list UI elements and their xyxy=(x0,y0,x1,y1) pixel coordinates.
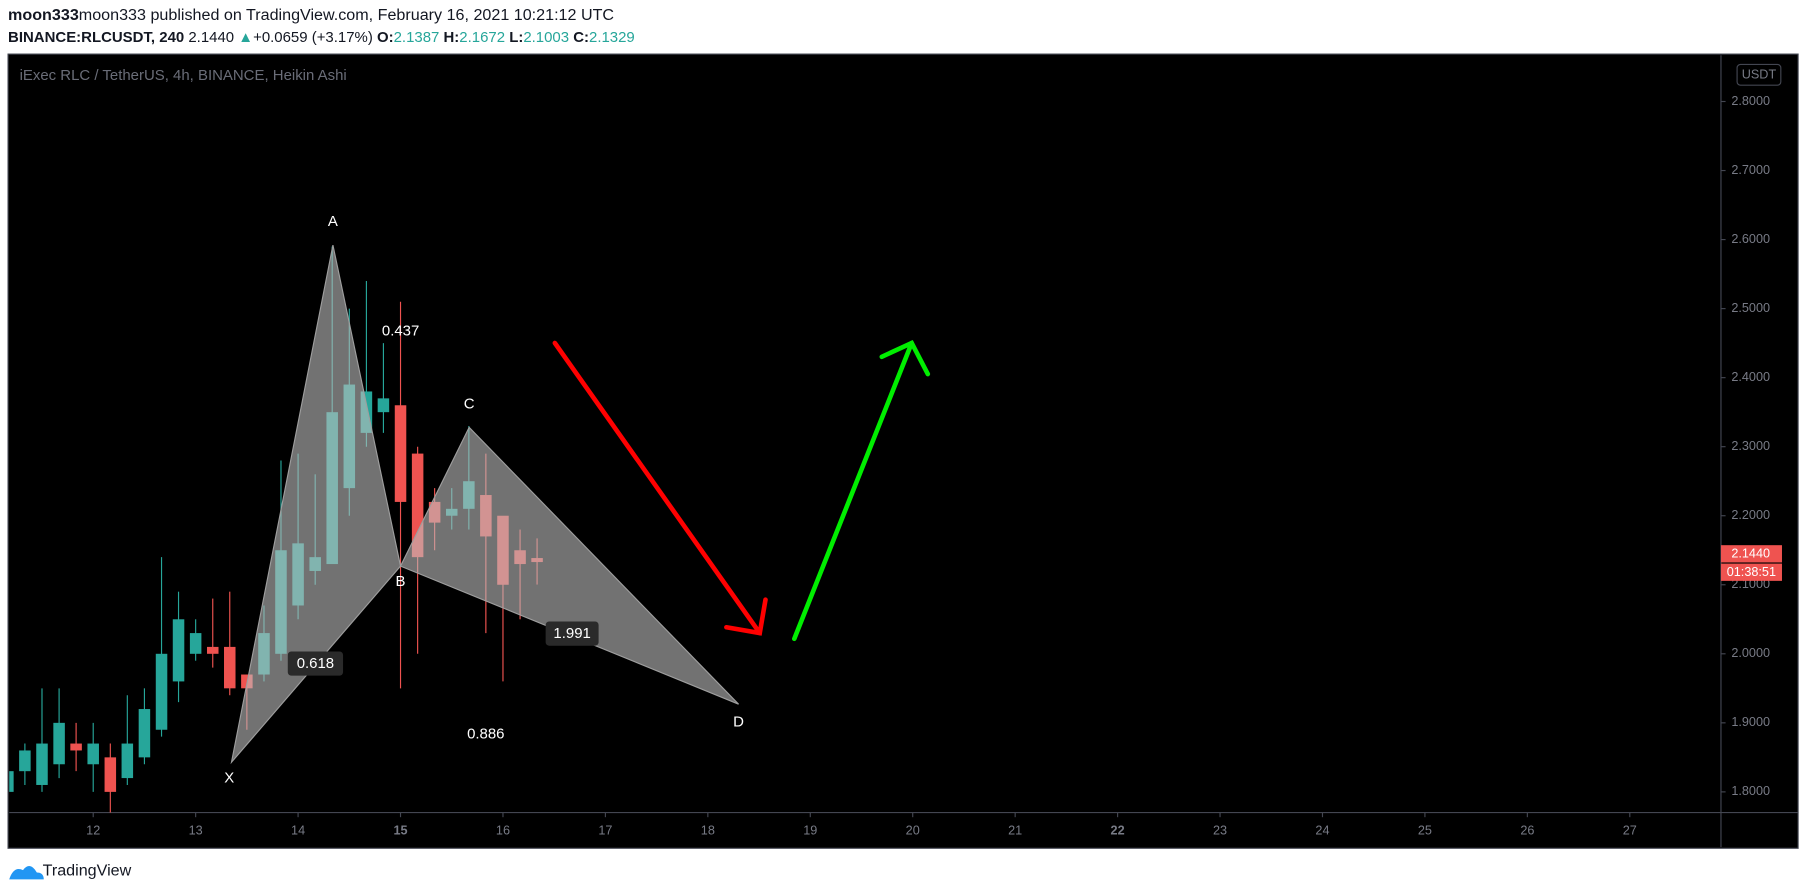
candle-body xyxy=(394,405,407,502)
ratio-labels: 0.618 0.437 1.991 0.886 xyxy=(287,322,599,742)
down-arrow xyxy=(552,340,763,636)
up-arrow xyxy=(791,340,915,642)
candle-body xyxy=(138,709,151,758)
candle-body xyxy=(87,743,99,765)
x-tick-label: 19 xyxy=(803,823,817,837)
x-tick-label: 16 xyxy=(496,823,510,837)
pattern-point-label: B xyxy=(396,573,406,590)
logo xyxy=(9,866,44,880)
o-label: O: xyxy=(377,29,394,46)
ratio-label: 0.437 xyxy=(382,322,419,339)
y-tick-label: 2.6000 xyxy=(1731,232,1770,246)
h: 2.1672 xyxy=(459,29,505,46)
candle-body xyxy=(104,757,117,792)
candle-body xyxy=(53,722,65,765)
last-price-label: 2.1440 xyxy=(1731,547,1770,561)
y-tick-label: 1.9000 xyxy=(1731,715,1770,729)
x-tick-label: 27 xyxy=(1623,823,1637,837)
x-tick-label: 25 xyxy=(1418,823,1432,837)
chart-title: iExec RLC / TetherUS, 4h, BINANCE, Heiki… xyxy=(20,67,347,84)
ratio-label: 1.991 xyxy=(553,625,590,642)
x-tick-label: 26 xyxy=(1520,823,1534,837)
brand: TradingView xyxy=(43,862,132,880)
symbol-line: BINANCE:RLCUSDT, 240 2.1440 ▲+0.0659 (+3… xyxy=(8,29,635,46)
l-label: L: xyxy=(509,29,523,46)
candle-body xyxy=(224,646,236,689)
candle-body xyxy=(70,743,82,751)
candle-body xyxy=(411,453,424,558)
candle-body xyxy=(9,771,14,792)
y-tick-label: 1.8000 xyxy=(1731,784,1770,798)
currency-box xyxy=(1736,63,1782,86)
down-arrow-head xyxy=(724,597,768,636)
x-tick-label: 13 xyxy=(189,823,203,837)
c-label: C: xyxy=(573,29,589,46)
byline: moon333moon333 published on TradingView.… xyxy=(8,6,614,24)
chart-panel xyxy=(7,53,1799,849)
countdown-tag xyxy=(1720,563,1782,581)
o: 2.1387 xyxy=(394,29,440,46)
y-tick-label: 2.5000 xyxy=(1731,301,1770,315)
y-tick-label: 2.8000 xyxy=(1731,94,1770,108)
x-tick-label: 21 xyxy=(1008,823,1022,837)
y-tick-label: 2.4000 xyxy=(1731,370,1770,384)
byline-text: moon333 published on TradingView.com, Fe… xyxy=(79,6,615,24)
x-tick-label: 22 xyxy=(1111,823,1125,837)
arrow: ▲ xyxy=(238,29,253,46)
candle-body xyxy=(172,619,185,682)
currency: USDT xyxy=(1742,68,1777,82)
y-tick-label: 2.0000 xyxy=(1731,646,1770,660)
x-tick-label: 23 xyxy=(1213,823,1227,837)
y-tick-label: 2.3000 xyxy=(1731,439,1770,453)
y-tick-label: 2.2000 xyxy=(1731,508,1770,522)
x-tick-label: 12 xyxy=(86,823,100,837)
ratio-label: 0.618 xyxy=(297,655,334,672)
candle-body xyxy=(189,633,202,654)
x-tick-label: 18 xyxy=(701,823,715,837)
last-price-tag xyxy=(1720,545,1782,563)
ratio-box xyxy=(287,651,344,676)
candle-body xyxy=(121,743,134,779)
x-tick-label: 24 xyxy=(1315,823,1329,837)
candle-body xyxy=(206,646,219,654)
up-arrow-head xyxy=(879,339,931,377)
footer: TradingView xyxy=(9,862,132,880)
l: 2.1003 xyxy=(523,29,569,46)
countdown: 01:38:51 xyxy=(1727,565,1776,579)
y-tick-label: 2.7000 xyxy=(1731,163,1770,177)
x-tick-label: 17 xyxy=(598,823,612,837)
ratio-box xyxy=(545,621,599,646)
x-tick-label: 20 xyxy=(906,823,920,837)
pattern-point-label: X xyxy=(224,769,234,786)
candle-body xyxy=(377,398,390,413)
change: +0.0659 (+3.17%) xyxy=(253,29,373,46)
candle-body xyxy=(36,743,48,785)
last: 2.1440 xyxy=(188,29,234,46)
candle-body xyxy=(19,750,31,772)
ratio-label: 0.886 xyxy=(467,725,504,742)
symbol: BINANCE:RLCUSDT, 240 xyxy=(8,29,184,46)
pattern-point-label: A xyxy=(328,213,338,230)
pattern-point-label: C xyxy=(464,395,475,412)
x-tick-label: 14 xyxy=(291,823,305,837)
h-label: H: xyxy=(444,29,460,46)
arrows xyxy=(552,339,931,642)
candle-body xyxy=(155,653,168,730)
c: 2.1329 xyxy=(589,29,635,46)
x-tick-label: 15 xyxy=(393,823,407,837)
pattern-point-label: D xyxy=(733,714,744,731)
